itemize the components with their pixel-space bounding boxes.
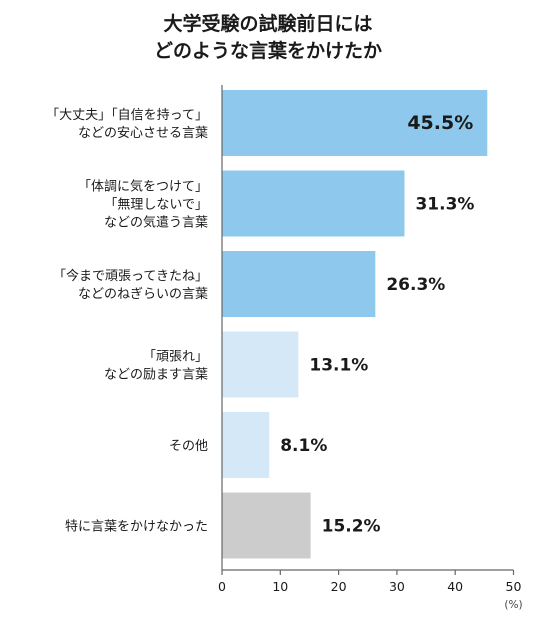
bar <box>222 492 311 559</box>
category-label: 「大丈夫」「自信を持って」 <box>46 108 208 123</box>
bar-value-label: 31.3% <box>415 195 474 215</box>
bar-value-label: 13.1% <box>309 356 368 376</box>
bar-value-label: 26.3% <box>386 275 445 295</box>
x-axis: 0 10 20 30 40 50 (%) <box>218 85 523 611</box>
bar <box>222 90 488 156</box>
bar <box>222 170 405 237</box>
category-label: 「無理しないで」 <box>104 198 208 213</box>
category-labels: 「大丈夫」「自信を持って」などの安心させる言葉「体調に気をつけて」「無理しないで… <box>46 108 208 535</box>
bar-value-label: 8.1% <box>280 436 327 456</box>
x-tick-label: 20 <box>331 579 347 594</box>
x-tick-label: 30 <box>389 579 405 594</box>
x-tick-label: 0 <box>218 579 226 594</box>
bar-value-label: 15.2% <box>322 517 381 537</box>
category-label: 「体調に気をつけて」 <box>78 179 208 195</box>
category-label: などの励ます言葉 <box>104 368 208 383</box>
x-tick-label: 40 <box>447 579 463 594</box>
bar <box>222 331 299 398</box>
category-label: などのねぎらいの言葉 <box>78 287 208 302</box>
bars: 45.5% 31.3% 26.3% 13.1% 8.1% 15.2% <box>222 90 488 559</box>
bar <box>222 251 376 317</box>
category-label: 「頑張れ」 <box>143 350 208 365</box>
category-label: などの安心させる言葉 <box>78 126 208 141</box>
chart-title-line: どのような言葉をかけたか <box>154 39 382 62</box>
x-axis-unit: (%) <box>504 599 522 611</box>
bar-value-label: 45.5% <box>407 112 473 134</box>
category-label: その他 <box>169 439 208 454</box>
x-tick-label: 50 <box>506 579 522 594</box>
bar <box>222 412 270 478</box>
chart-title-line: 大学受験の試験前日には <box>163 12 372 35</box>
category-label: 「今まで頑張ってきたね」 <box>53 268 208 284</box>
x-tick-label: 10 <box>272 579 288 594</box>
category-label: などの気遣う言葉 <box>104 215 208 231</box>
category-label: 特に言葉をかけなかった <box>65 520 208 535</box>
